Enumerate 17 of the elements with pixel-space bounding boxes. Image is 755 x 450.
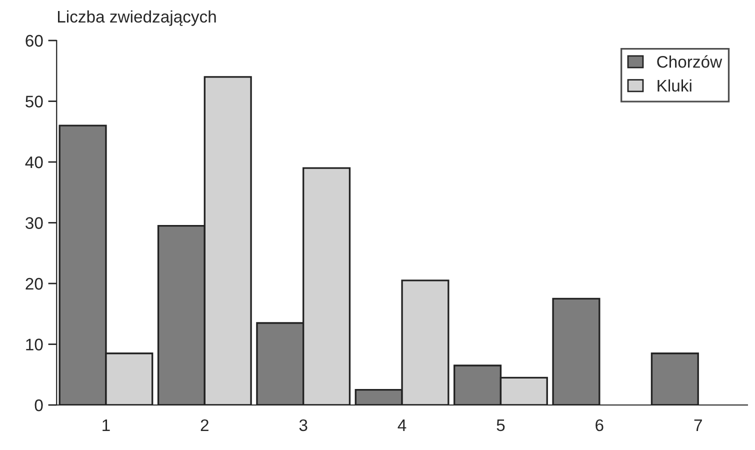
x-tick-label: 2 [200,419,208,431]
y-tick-label: 10 [26,338,43,350]
y-tick-label: 40 [25,156,43,168]
y-tick-label: 50 [26,96,43,108]
y-tick-label: 0 [34,399,43,412]
x-tick-label: 1 [102,420,110,431]
y-axis-title: Liczba zwiedzających [58,10,216,26]
x-tick-label: 3 [299,419,308,432]
legend-label: Chorzów [657,55,722,68]
x-tick-label: 7 [694,420,702,431]
x-tick-label: 4 [398,420,406,431]
y-tick-label: 20 [26,278,43,290]
x-tick-label: 5 [496,420,505,432]
legend-label: Kluki [658,79,692,92]
y-tick-label: 30 [26,217,43,229]
y-tick-label: 60 [26,34,43,47]
x-tick-label: 6 [596,419,604,432]
